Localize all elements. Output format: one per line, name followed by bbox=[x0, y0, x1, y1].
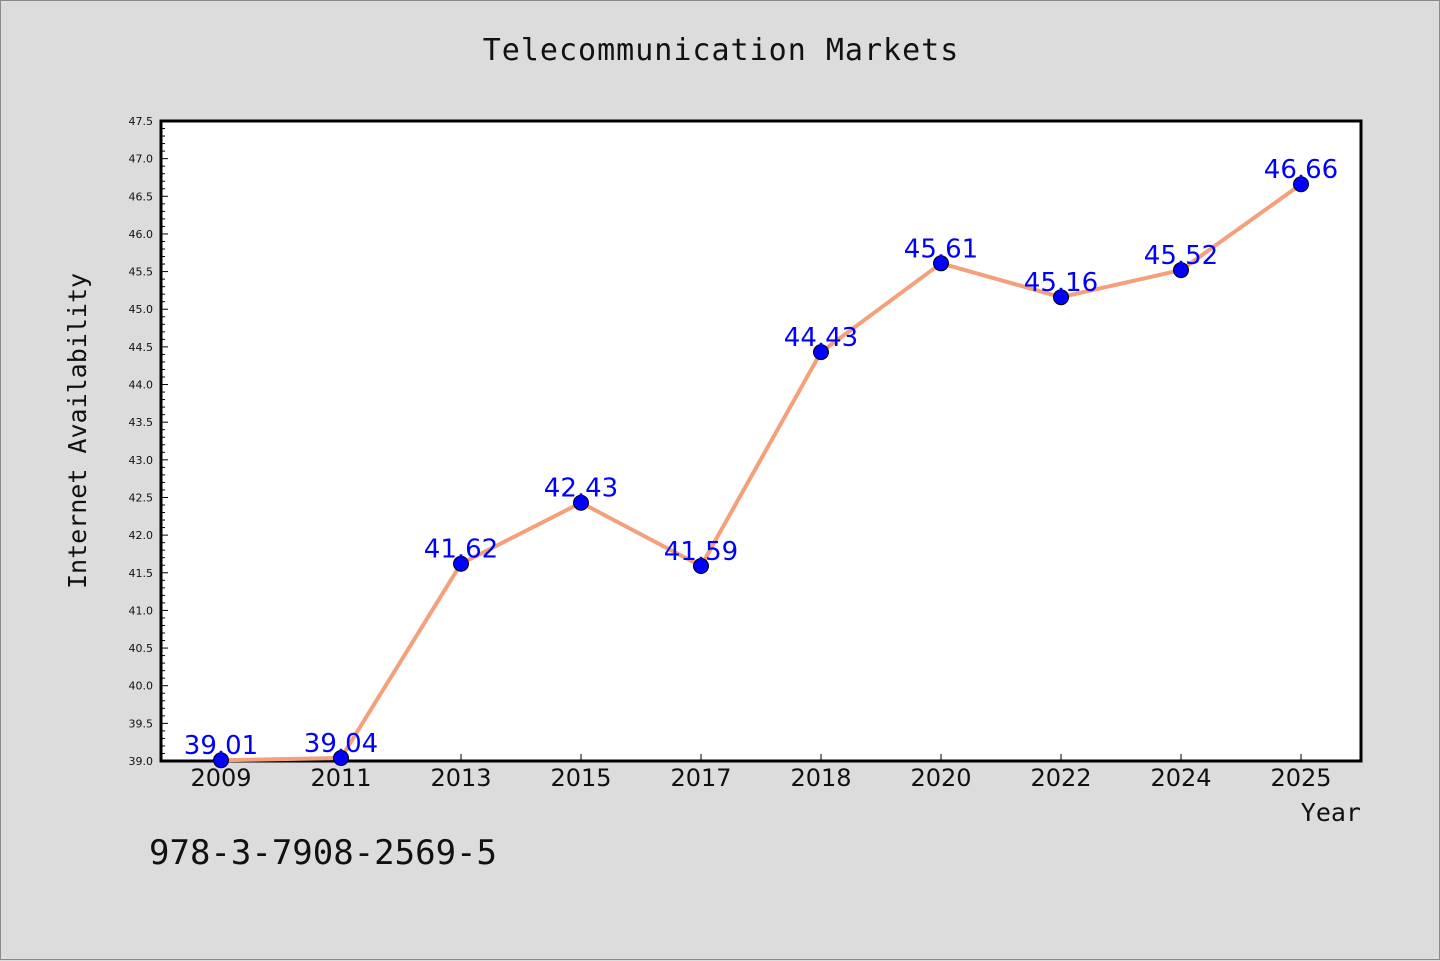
y-tick-label: 45.0 bbox=[129, 303, 154, 316]
y-tick-label: 44.0 bbox=[129, 379, 154, 392]
y-tick-label: 44.5 bbox=[129, 341, 154, 354]
y-tick-label: 41.0 bbox=[129, 604, 154, 617]
y-tick-label: 47.0 bbox=[129, 153, 154, 166]
data-point bbox=[693, 557, 709, 574]
plot-area bbox=[159, 119, 1363, 763]
isbn-text: 978-3-7908-2569-5 bbox=[149, 833, 497, 873]
y-tick-label: 42.0 bbox=[129, 529, 154, 542]
y-tick-label: 43.0 bbox=[129, 454, 154, 467]
x-tick-labels: 2009 2011 2013 2015 2017 2018 2020 2022 2024 2025 bbox=[190, 764, 1331, 792]
x-axis-label: Year bbox=[1301, 798, 1361, 827]
data-point bbox=[213, 752, 229, 769]
data-label: 39.01 bbox=[184, 731, 258, 761]
y-tick-label: 47.5 bbox=[129, 115, 154, 128]
x-tick-label: 2013 bbox=[430, 764, 491, 792]
x-tick-label: 2022 bbox=[1030, 764, 1091, 792]
data-point bbox=[453, 555, 469, 572]
data-label: 42.43 bbox=[544, 474, 618, 504]
data-label: 41.59 bbox=[664, 537, 738, 567]
x-tick-label: 2020 bbox=[910, 764, 971, 792]
x-tick-label: 2011 bbox=[310, 764, 371, 792]
y-tick-label: 40.5 bbox=[129, 642, 154, 655]
x-tick-label: 2025 bbox=[1270, 764, 1331, 792]
data-labels-layer: 39.01 39.04 41.62 42.43 41.59 44.43 45.61 45.16… bbox=[184, 155, 1338, 761]
y-tick-label: 40.0 bbox=[129, 680, 154, 693]
chart-title: Telecommunication Markets bbox=[482, 33, 960, 68]
y-tick-label: 42.5 bbox=[129, 491, 154, 504]
series-line bbox=[220, 182, 1303, 763]
data-point bbox=[573, 494, 589, 511]
y-axis-label: Internet Availability bbox=[63, 273, 92, 589]
data-point bbox=[1053, 289, 1069, 306]
x-tick-label: 2024 bbox=[1150, 764, 1211, 792]
series-layer bbox=[213, 176, 1309, 769]
axis-ticks bbox=[161, 120, 1302, 762]
y-tick-label: 41.5 bbox=[129, 567, 154, 580]
x-tick-label: 2018 bbox=[790, 764, 851, 792]
data-label: 44.43 bbox=[784, 323, 858, 353]
x-tick-label: 2015 bbox=[550, 764, 611, 792]
data-point bbox=[1293, 176, 1309, 193]
data-point bbox=[333, 749, 349, 766]
x-tick-label: 2017 bbox=[670, 764, 731, 792]
y-tick-label: 46.0 bbox=[129, 228, 154, 241]
data-point bbox=[813, 344, 829, 361]
y-tick-label: 39.0 bbox=[129, 755, 154, 768]
y-tick-labels: 39.0 39.5 40.0 40.5 41.0 41.5 42.0 42.5 43.0 43.5… bbox=[129, 115, 154, 768]
y-tick-label: 43.5 bbox=[129, 416, 154, 429]
y-tick-label: 46.5 bbox=[129, 190, 154, 203]
data-label: 46.66 bbox=[1264, 155, 1338, 185]
data-label: 45.16 bbox=[1024, 268, 1098, 298]
y-tick-label: 39.5 bbox=[129, 717, 154, 730]
y-tick-label: 45.5 bbox=[129, 266, 154, 279]
data-point bbox=[1173, 262, 1189, 279]
data-label: 45.52 bbox=[1144, 241, 1218, 271]
data-label: 41.62 bbox=[424, 535, 498, 565]
data-label: 39.04 bbox=[304, 729, 378, 759]
data-point bbox=[933, 255, 949, 272]
data-label: 45.61 bbox=[904, 234, 978, 264]
x-tick-label: 2009 bbox=[190, 764, 251, 792]
